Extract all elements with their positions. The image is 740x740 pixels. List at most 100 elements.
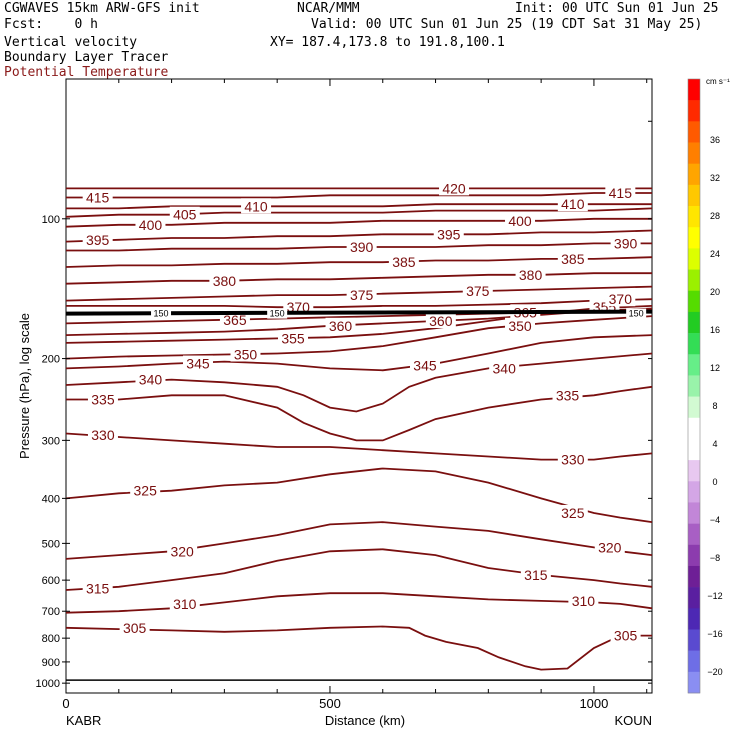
colorbar-swatch <box>688 544 700 567</box>
colorbar-tick-label: 20 <box>710 287 720 297</box>
contour-label: 410 <box>561 196 585 212</box>
left-endpoint-label: KABR <box>66 713 101 728</box>
contour-label: 365 <box>223 312 247 328</box>
theta-contour-410 <box>66 203 652 210</box>
contour-label: 320 <box>598 539 622 555</box>
theta-contour-405 <box>66 207 652 218</box>
contour-label: 325 <box>561 505 585 521</box>
contour-label: 320 <box>170 543 194 559</box>
contour-label: 400 <box>139 217 163 233</box>
theta-contour-305 <box>66 625 652 671</box>
colorbar-swatch <box>688 290 700 313</box>
contour-label: 355 <box>281 330 305 346</box>
y-tick-label: 900 <box>42 657 60 669</box>
contour-label: 310 <box>173 596 197 612</box>
forecast-hour: Fcst: 0 h <box>4 17 98 32</box>
cross-section-coords: XY= 187.4,173.8 to 191.8,100.1 <box>270 35 505 50</box>
contour-label-bg <box>594 539 625 555</box>
contour-label: 385 <box>392 254 416 270</box>
tropopause-label-bg <box>626 308 647 319</box>
theta-contour-330 <box>66 432 652 461</box>
contour-label-bg <box>462 282 493 298</box>
colorbar-tick-label: 4 <box>712 439 717 449</box>
theta-contour-415 <box>66 192 652 199</box>
init-time: Init: 00 UTC Sun 01 Jun 25 <box>515 1 719 16</box>
contour-label-bg <box>169 595 200 611</box>
contour-label: 370 <box>609 291 633 307</box>
contour-label: 335 <box>556 387 580 403</box>
contour-label: 330 <box>91 427 115 443</box>
contour-label: 420 <box>442 180 466 196</box>
contour-label-bg <box>557 504 588 520</box>
contour-label-bg <box>82 231 113 247</box>
theta-contour-370 <box>66 298 652 309</box>
y-tick-label: 600 <box>42 575 60 587</box>
colorbar-swatch <box>688 438 700 461</box>
y-tick-label: 500 <box>42 538 60 550</box>
contour-label: 375 <box>466 283 490 299</box>
contour-label: 310 <box>572 593 596 609</box>
contour-label: 395 <box>86 232 110 248</box>
colorbar-swatch <box>688 311 700 334</box>
colorbar-unit: cm s⁻¹ <box>706 77 730 86</box>
contour-label-bg <box>283 299 314 315</box>
contour-label: 390 <box>614 235 638 251</box>
colorbar-swatch <box>688 375 700 397</box>
colorbar-swatch <box>688 248 700 270</box>
colorbar-frame <box>687 78 701 694</box>
contour-label-bg <box>219 311 250 327</box>
contour-label: 360 <box>329 318 353 334</box>
contour-label-bg <box>557 196 588 212</box>
contour-label-bg <box>520 567 551 583</box>
theta-contour-325 <box>66 467 652 523</box>
colorbar-swatch <box>688 629 700 651</box>
x-tick-label: 500 <box>319 696 341 711</box>
contour-label-bg <box>515 266 546 282</box>
theta-contour-345 <box>66 334 652 372</box>
y-tick-label: 200 <box>42 354 60 366</box>
contour-label: 315 <box>524 567 548 583</box>
colorbar-swatch <box>688 587 700 609</box>
colorbar-swatch <box>688 565 700 588</box>
contour-label-bg <box>346 238 377 254</box>
colorbar-swatch <box>688 269 700 292</box>
contour-label: 395 <box>437 226 461 242</box>
tropopause-label-bg <box>267 308 288 319</box>
y-tick-label: 1000 <box>36 678 60 690</box>
contour-label-bg <box>489 360 520 376</box>
contour-label-bg <box>439 180 470 196</box>
org-label: NCAR/MMM <box>297 1 360 16</box>
colorbar-swatch <box>688 142 700 164</box>
tropopause-label: 150 <box>629 309 644 319</box>
contour-label-bg <box>610 627 641 643</box>
colorbar-swatch <box>688 163 700 186</box>
contour-label: 335 <box>91 392 115 408</box>
contour-label-bg <box>505 212 536 228</box>
y-tick-label: 400 <box>42 493 60 505</box>
contour-label: 345 <box>186 356 210 372</box>
contour-label-bg <box>557 451 588 467</box>
contour-label-bg <box>388 254 419 270</box>
colorbar-tick-label: −8 <box>710 553 720 563</box>
contour-label-bg <box>409 357 440 373</box>
contour-label: 415 <box>609 185 633 201</box>
colorbar-tick-label: 8 <box>712 401 717 411</box>
contour-label-bg <box>169 206 200 222</box>
theta-contour-315 <box>66 548 652 591</box>
y-axis-title: Pressure (hPa), log scale <box>17 313 32 459</box>
contour-label-bg <box>135 371 166 387</box>
x-tick-label: 1000 <box>579 696 608 711</box>
colorbar-tick-label: −16 <box>707 629 722 639</box>
contour-label: 305 <box>614 628 638 644</box>
contour-label: 390 <box>350 239 374 255</box>
contour-label-bg <box>87 426 118 442</box>
colorbar-tick-label: 32 <box>710 173 720 183</box>
colorbar-tick-label: 0 <box>712 477 717 487</box>
contour-label: 345 <box>413 358 437 374</box>
contour-label: 410 <box>244 198 268 214</box>
contour-label-bg <box>278 330 309 346</box>
plot-frame <box>65 78 653 694</box>
field-vertical-velocity: Vertical velocity <box>4 35 138 50</box>
contour-label: 380 <box>213 273 237 289</box>
contour-label: 315 <box>86 580 110 596</box>
